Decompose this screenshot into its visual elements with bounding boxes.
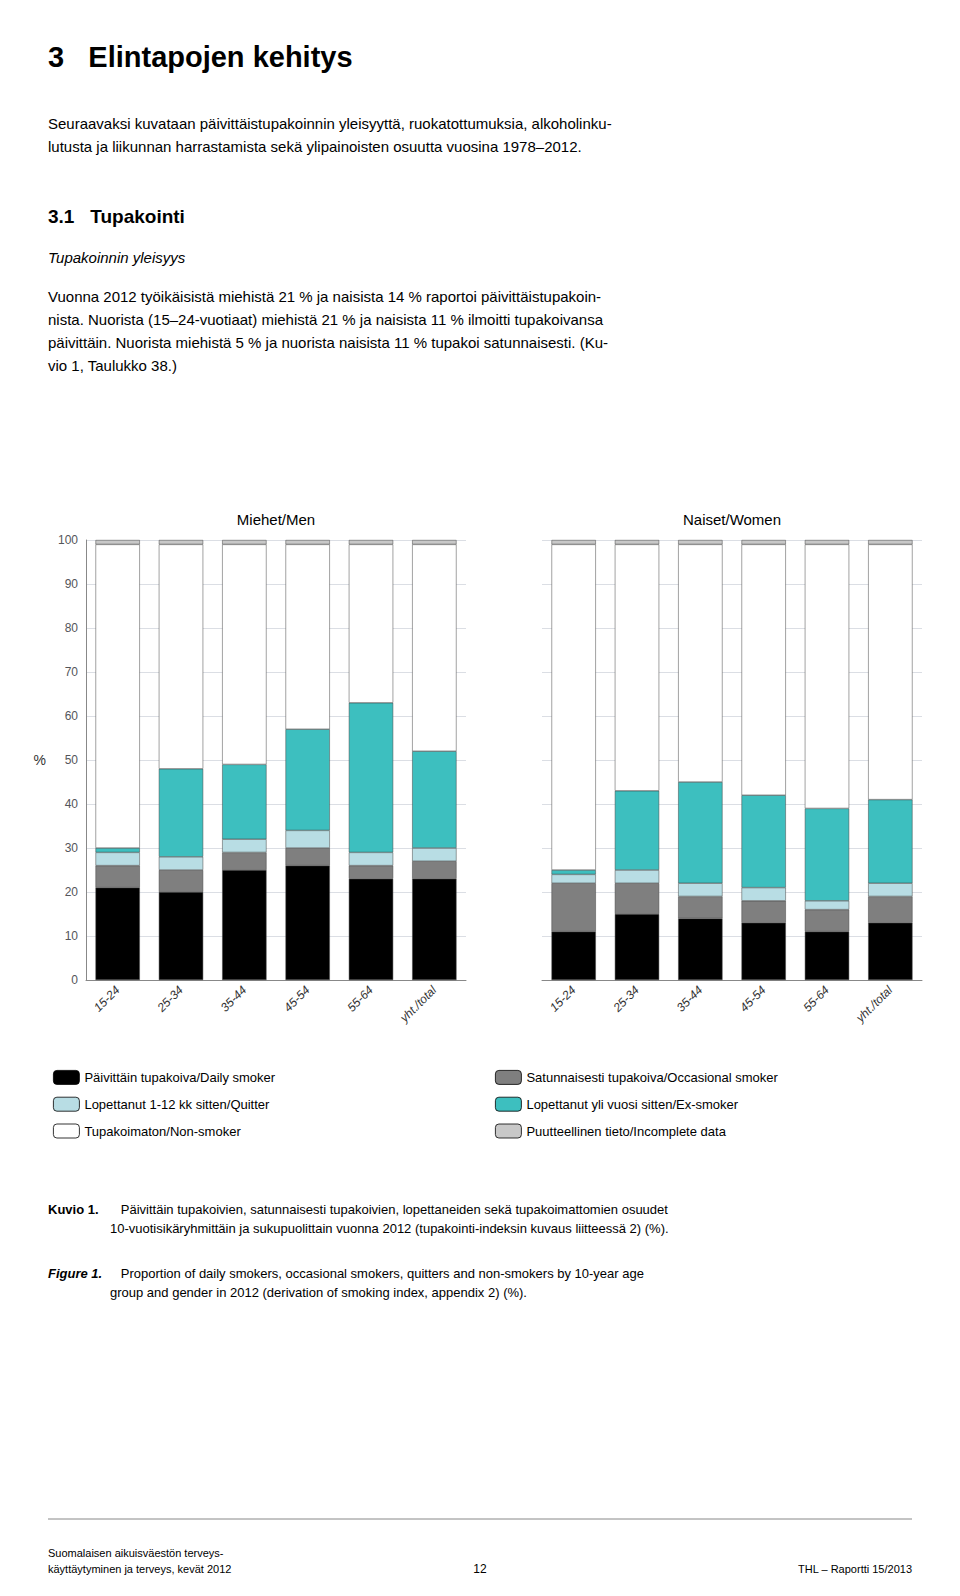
svg-text:THL – Raportti 15/2013: THL – Raportti 15/2013 (798, 1563, 912, 1575)
svg-text:Satunnaisesti tupakoiva/Occasi: Satunnaisesti tupakoiva/Occasional smoke… (526, 1070, 778, 1085)
svg-text:Naiset/Women: Naiset/Women (683, 511, 781, 528)
svg-text:Suomalaisen aikuisväestön terv: Suomalaisen aikuisväestön terveys- (48, 1547, 224, 1559)
svg-text:15-24: 15-24 (547, 983, 579, 1015)
svg-text:45-54: 45-54 (737, 983, 769, 1015)
svg-text:yht./total: yht./total (397, 983, 440, 1026)
svg-text:Miehet/Men: Miehet/Men (237, 511, 315, 528)
svg-text:25-34: 25-34 (154, 983, 187, 1016)
svg-text:Figure 1.: Figure 1. (48, 1266, 102, 1281)
svg-text:50: 50 (65, 753, 79, 767)
svg-text:35-44: 35-44 (218, 983, 250, 1015)
svg-text:0: 0 (71, 973, 78, 987)
svg-text:55-64: 55-64 (344, 983, 376, 1015)
svg-text:group and gender in 2012 (deri: group and gender in 2012 (derivation of … (110, 1285, 527, 1300)
svg-text:Päivittäin tupakoiva/Daily smo: Päivittäin tupakoiva/Daily smoker (84, 1070, 275, 1085)
svg-text:lutusta ja liikunnan harrastam: lutusta ja liikunnan harrastamista sekä … (48, 138, 582, 155)
svg-text:25-34: 25-34 (610, 983, 643, 1016)
svg-text:90: 90 (65, 577, 79, 591)
svg-text:35-44: 35-44 (674, 983, 706, 1015)
svg-text:80: 80 (65, 621, 79, 635)
svg-text:Päivittäin tupakoivien, satunn: Päivittäin tupakoivien, satunnaisesti tu… (110, 1202, 668, 1217)
svg-text:käyttäytyminen ja terveys, kev: käyttäytyminen ja terveys, kevät 2012 (48, 1563, 231, 1575)
svg-text:Lopettanut 1-12 kk sitten/Quit: Lopettanut 1-12 kk sitten/Quitter (84, 1097, 270, 1112)
svg-text:40: 40 (65, 797, 79, 811)
svg-text:15-24: 15-24 (91, 983, 123, 1015)
svg-text:%: % (34, 752, 46, 768)
svg-text:20: 20 (65, 885, 79, 899)
svg-text:päivittäin. Nuorista miehistä: päivittäin. Nuorista miehistä 5 % ja nuo… (48, 334, 608, 351)
svg-text:45-54: 45-54 (281, 983, 313, 1015)
svg-text:yht./total: yht./total (853, 983, 896, 1026)
svg-text:70: 70 (65, 665, 79, 679)
svg-text:60: 60 (65, 709, 79, 723)
svg-text:55-64: 55-64 (800, 983, 832, 1015)
svg-text:Kuvio 1.: Kuvio 1. (48, 1202, 99, 1217)
svg-text:Seuraavaksi kuvataan päivittäi: Seuraavaksi kuvataan päivittäistupakoinn… (48, 115, 612, 132)
svg-text:Vuonna 2012 työikäisistä miehi: Vuonna 2012 työikäisistä miehistä 21 % j… (48, 288, 601, 305)
svg-text:nista. Nuorista (15–24-vuotiaa: nista. Nuorista (15–24-vuotiaat) miehist… (48, 311, 604, 328)
svg-text:12: 12 (473, 1562, 487, 1576)
svg-text:Lopettanut yli vuosi sitten/Ex: Lopettanut yli vuosi sitten/Ex-smoker (526, 1097, 738, 1112)
svg-text:vio 1, Taulukko 38.): vio 1, Taulukko 38.) (48, 357, 177, 374)
svg-text:Tupakoimaton/Non-smoker: Tupakoimaton/Non-smoker (84, 1124, 241, 1139)
svg-text:30: 30 (65, 841, 79, 855)
svg-text:Puutteellinen tieto/Incomplete: Puutteellinen tieto/Incomplete data (526, 1124, 726, 1139)
svg-text:10-vuotisikäryhmittäin ja suku: 10-vuotisikäryhmittäin ja sukupuolittain… (110, 1221, 669, 1236)
svg-text:3.1 Tupakointi: 3.1 Tupakointi (48, 206, 185, 227)
svg-text:3 Elintapojen kehitys: 3 Elintapojen kehitys (48, 41, 353, 73)
svg-text:100: 100 (58, 533, 78, 547)
svg-text:10: 10 (65, 929, 79, 943)
svg-text:Tupakoinnin yleisyys: Tupakoinnin yleisyys (48, 249, 186, 266)
svg-text:Proportion of daily smokers, o: Proportion of daily smokers, occasional … (110, 1266, 644, 1281)
